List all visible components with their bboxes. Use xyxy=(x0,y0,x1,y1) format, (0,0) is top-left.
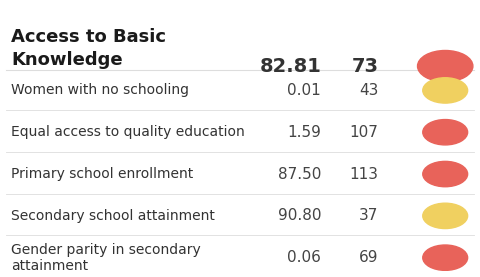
Text: 87.50: 87.50 xyxy=(278,166,321,181)
Text: 82.81: 82.81 xyxy=(259,57,321,76)
Text: Gender parity in secondary
attainment: Gender parity in secondary attainment xyxy=(11,243,201,273)
Circle shape xyxy=(423,161,468,187)
Circle shape xyxy=(418,50,473,82)
Text: 0.01: 0.01 xyxy=(288,83,321,98)
Text: 107: 107 xyxy=(349,125,378,140)
Text: Secondary school attainment: Secondary school attainment xyxy=(11,209,215,223)
Text: 0.06: 0.06 xyxy=(287,250,321,265)
Circle shape xyxy=(423,120,468,145)
Text: 1.59: 1.59 xyxy=(287,125,321,140)
Text: Equal access to quality education: Equal access to quality education xyxy=(11,125,245,139)
Text: 37: 37 xyxy=(359,208,378,223)
Text: 43: 43 xyxy=(359,83,378,98)
Circle shape xyxy=(423,245,468,270)
Circle shape xyxy=(423,203,468,229)
Circle shape xyxy=(423,78,468,103)
Text: 73: 73 xyxy=(351,57,378,76)
Text: Access to Basic
Knowledge: Access to Basic Knowledge xyxy=(11,28,166,69)
Text: 113: 113 xyxy=(349,166,378,181)
Text: 69: 69 xyxy=(359,250,378,265)
Text: Women with no schooling: Women with no schooling xyxy=(11,83,189,98)
Text: Primary school enrollment: Primary school enrollment xyxy=(11,167,193,181)
Text: 90.80: 90.80 xyxy=(277,208,321,223)
